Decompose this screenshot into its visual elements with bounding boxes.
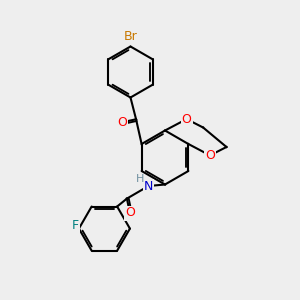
Text: O: O [205, 149, 215, 162]
Text: O: O [182, 112, 191, 126]
Text: O: O [118, 116, 128, 129]
Text: N: N [144, 179, 153, 193]
Text: O: O [125, 206, 135, 220]
Text: F: F [72, 219, 79, 232]
Text: Br: Br [124, 29, 137, 43]
Text: H: H [136, 174, 144, 184]
